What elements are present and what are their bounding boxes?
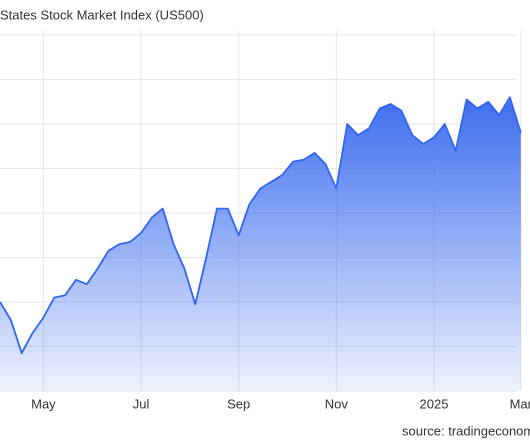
x-tick-label: Nov [325, 396, 349, 411]
chart-title: States Stock Market Index (US500) [0, 7, 204, 22]
area-fill [0, 97, 521, 392]
x-tick-label: Sep [227, 396, 250, 411]
x-tick-label: Mar [510, 396, 530, 411]
x-tick-label: Jul [133, 396, 150, 411]
x-tick-label: 2025 [420, 396, 449, 411]
price-line [0, 96, 522, 355]
source-note: source: tradingeconom [402, 423, 530, 438]
x-tick-label: May [31, 396, 56, 411]
